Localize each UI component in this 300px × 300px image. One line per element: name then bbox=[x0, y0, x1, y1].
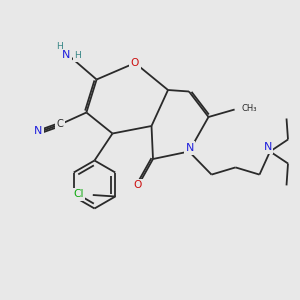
Text: N: N bbox=[185, 143, 194, 153]
Text: Cl: Cl bbox=[73, 189, 84, 200]
Text: C: C bbox=[57, 118, 63, 129]
Text: N: N bbox=[263, 142, 272, 152]
Text: O: O bbox=[134, 180, 142, 190]
Text: O: O bbox=[131, 58, 139, 68]
Text: N: N bbox=[62, 50, 70, 61]
Text: N: N bbox=[34, 126, 43, 136]
Text: CH₃: CH₃ bbox=[241, 104, 257, 113]
Text: H: H bbox=[75, 51, 81, 60]
Text: H: H bbox=[56, 42, 63, 51]
